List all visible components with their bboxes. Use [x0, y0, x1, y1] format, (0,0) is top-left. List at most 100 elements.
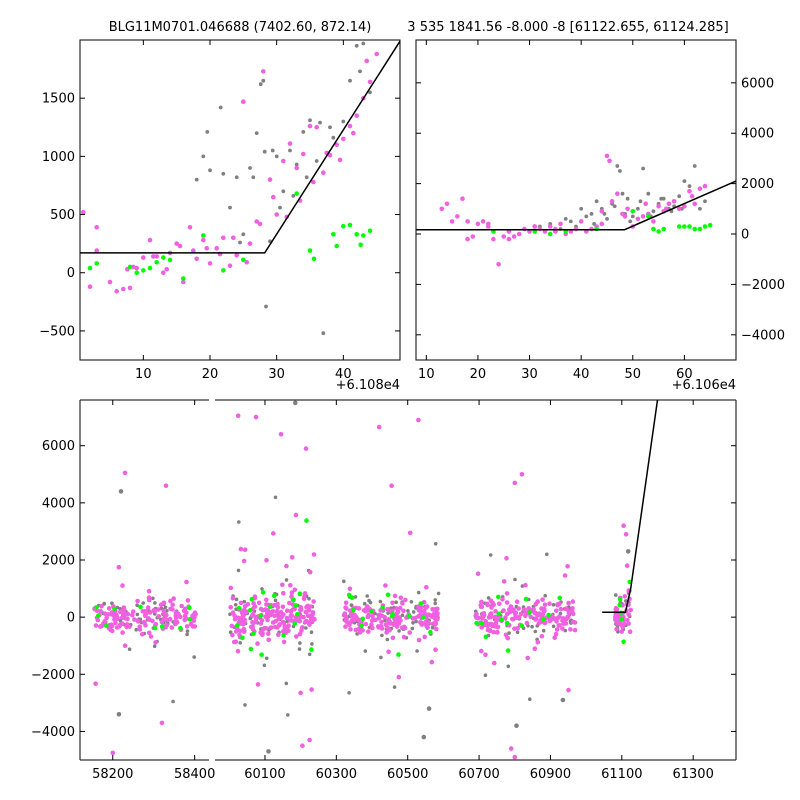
data-point	[465, 219, 470, 224]
x-tick-label: 30	[268, 367, 285, 382]
data-point	[553, 631, 559, 637]
data-point	[253, 414, 259, 420]
data-point	[385, 606, 390, 612]
data-point	[201, 233, 206, 238]
data-point	[558, 606, 564, 612]
axes-frame	[79, 39, 401, 361]
data-point	[614, 612, 619, 618]
data-point	[530, 624, 534, 629]
data-point	[506, 664, 511, 669]
data-point	[120, 583, 125, 588]
y-tick-label: 0	[67, 611, 75, 626]
data-point	[150, 618, 155, 624]
data-point	[528, 614, 533, 619]
data-point	[363, 621, 369, 627]
data-point	[614, 593, 618, 597]
data-point	[264, 304, 268, 309]
data-point	[250, 613, 255, 618]
data-point	[204, 246, 209, 251]
data-point	[248, 646, 254, 652]
data-point	[570, 606, 575, 611]
data-point	[295, 611, 300, 617]
data-point	[500, 596, 505, 602]
data-point	[483, 652, 488, 657]
data-point	[281, 633, 286, 638]
data-point	[689, 193, 695, 199]
data-point	[310, 618, 315, 624]
data-point	[359, 623, 364, 629]
data-point	[114, 625, 120, 630]
data-point	[624, 563, 630, 568]
data-point	[566, 600, 571, 606]
data-point	[512, 754, 518, 760]
data-point	[504, 600, 510, 605]
data-point	[234, 253, 239, 258]
data-point	[241, 626, 247, 632]
data-point	[234, 623, 240, 628]
data-point	[174, 241, 179, 246]
data-point	[280, 582, 285, 588]
data-point	[148, 634, 154, 639]
data-point	[622, 594, 628, 599]
data-point	[354, 113, 360, 118]
data-point	[364, 58, 370, 64]
data-point	[656, 204, 661, 209]
data-point	[671, 199, 677, 204]
data-point	[444, 201, 450, 207]
data-point	[248, 616, 252, 621]
data-point	[182, 607, 188, 613]
data-point	[127, 264, 133, 270]
data-point	[480, 219, 486, 224]
data-point	[304, 605, 310, 610]
data-point	[311, 552, 317, 557]
data-point	[87, 265, 93, 271]
data-point	[308, 604, 313, 609]
data-point	[556, 623, 562, 628]
data-point	[361, 608, 367, 613]
data-point	[424, 585, 429, 590]
data-point	[565, 564, 570, 569]
data-point	[236, 605, 242, 611]
data-point	[622, 214, 628, 219]
data-point	[525, 655, 530, 661]
data-point	[281, 620, 287, 626]
data-point	[264, 656, 269, 661]
data-point	[557, 614, 562, 619]
data-point	[659, 196, 664, 201]
data-point	[433, 647, 438, 652]
data-point	[228, 205, 232, 210]
y-tick-label: −2000	[741, 278, 785, 293]
data-point	[185, 629, 190, 633]
data-point	[618, 169, 622, 173]
data-point	[286, 628, 291, 633]
data-point	[110, 601, 114, 605]
data-point	[412, 615, 418, 621]
data-point	[262, 149, 267, 154]
data-point	[572, 627, 578, 633]
data-point	[483, 673, 488, 677]
data-point	[331, 135, 336, 140]
data-point	[139, 632, 145, 637]
data-point	[301, 596, 307, 602]
data-point	[418, 609, 423, 614]
data-point	[122, 612, 128, 617]
data-point	[380, 633, 384, 638]
data-point	[232, 616, 238, 622]
data-point	[702, 183, 708, 189]
data-point	[496, 594, 501, 600]
data-point	[365, 594, 370, 598]
data-point	[286, 713, 290, 717]
data-point	[112, 606, 117, 612]
data-point	[365, 604, 370, 609]
data-point	[383, 618, 387, 623]
data-point	[294, 191, 300, 196]
data-point	[527, 610, 532, 615]
data-point	[292, 587, 298, 593]
data-point	[303, 609, 309, 615]
data-point	[229, 623, 235, 629]
data-point	[414, 619, 418, 624]
data-point	[311, 179, 316, 185]
data-point	[626, 621, 631, 626]
data-point	[380, 605, 385, 610]
